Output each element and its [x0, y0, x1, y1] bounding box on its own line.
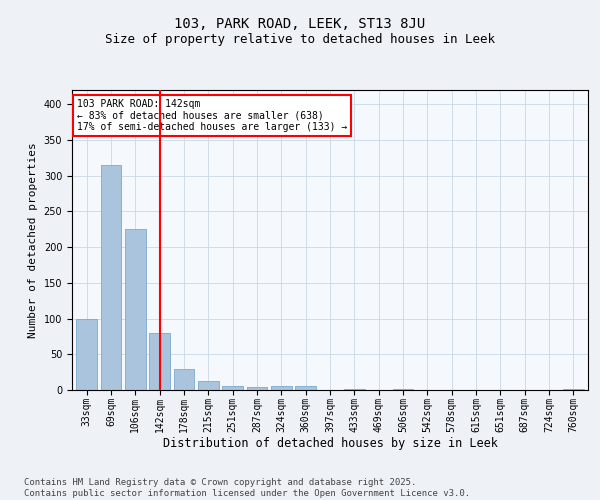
Bar [125, 230, 146, 390]
Bar [101, 165, 121, 390]
Text: Size of property relative to detached houses in Leek: Size of property relative to detached ho… [105, 32, 495, 46]
Bar [271, 386, 292, 390]
Bar [173, 368, 194, 390]
Bar [563, 388, 584, 390]
Bar [149, 333, 170, 390]
Y-axis label: Number of detached properties: Number of detached properties [28, 142, 38, 338]
Bar [247, 387, 268, 390]
Bar [198, 382, 218, 390]
X-axis label: Distribution of detached houses by size in Leek: Distribution of detached houses by size … [163, 437, 497, 450]
Text: 103 PARK ROAD: 142sqm
← 83% of detached houses are smaller (638)
17% of semi-det: 103 PARK ROAD: 142sqm ← 83% of detached … [77, 99, 347, 132]
Text: Contains HM Land Registry data © Crown copyright and database right 2025.
Contai: Contains HM Land Registry data © Crown c… [24, 478, 470, 498]
Bar [295, 386, 316, 390]
Text: 103, PARK ROAD, LEEK, ST13 8JU: 103, PARK ROAD, LEEK, ST13 8JU [175, 18, 425, 32]
Bar [222, 386, 243, 390]
Bar [76, 318, 97, 390]
